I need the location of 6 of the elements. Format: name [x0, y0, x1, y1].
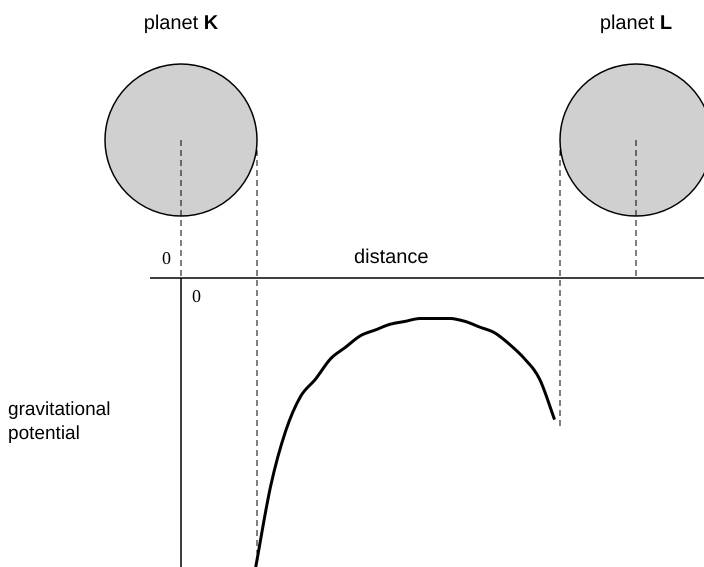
annotation: 0 — [192, 286, 201, 307]
y-axis-title: gravitational potential — [8, 398, 112, 446]
x-axis-title: distance — [354, 246, 428, 269]
text: planet K — [144, 12, 218, 34]
text: planet L — [600, 12, 672, 34]
text: 0 — [162, 248, 171, 269]
